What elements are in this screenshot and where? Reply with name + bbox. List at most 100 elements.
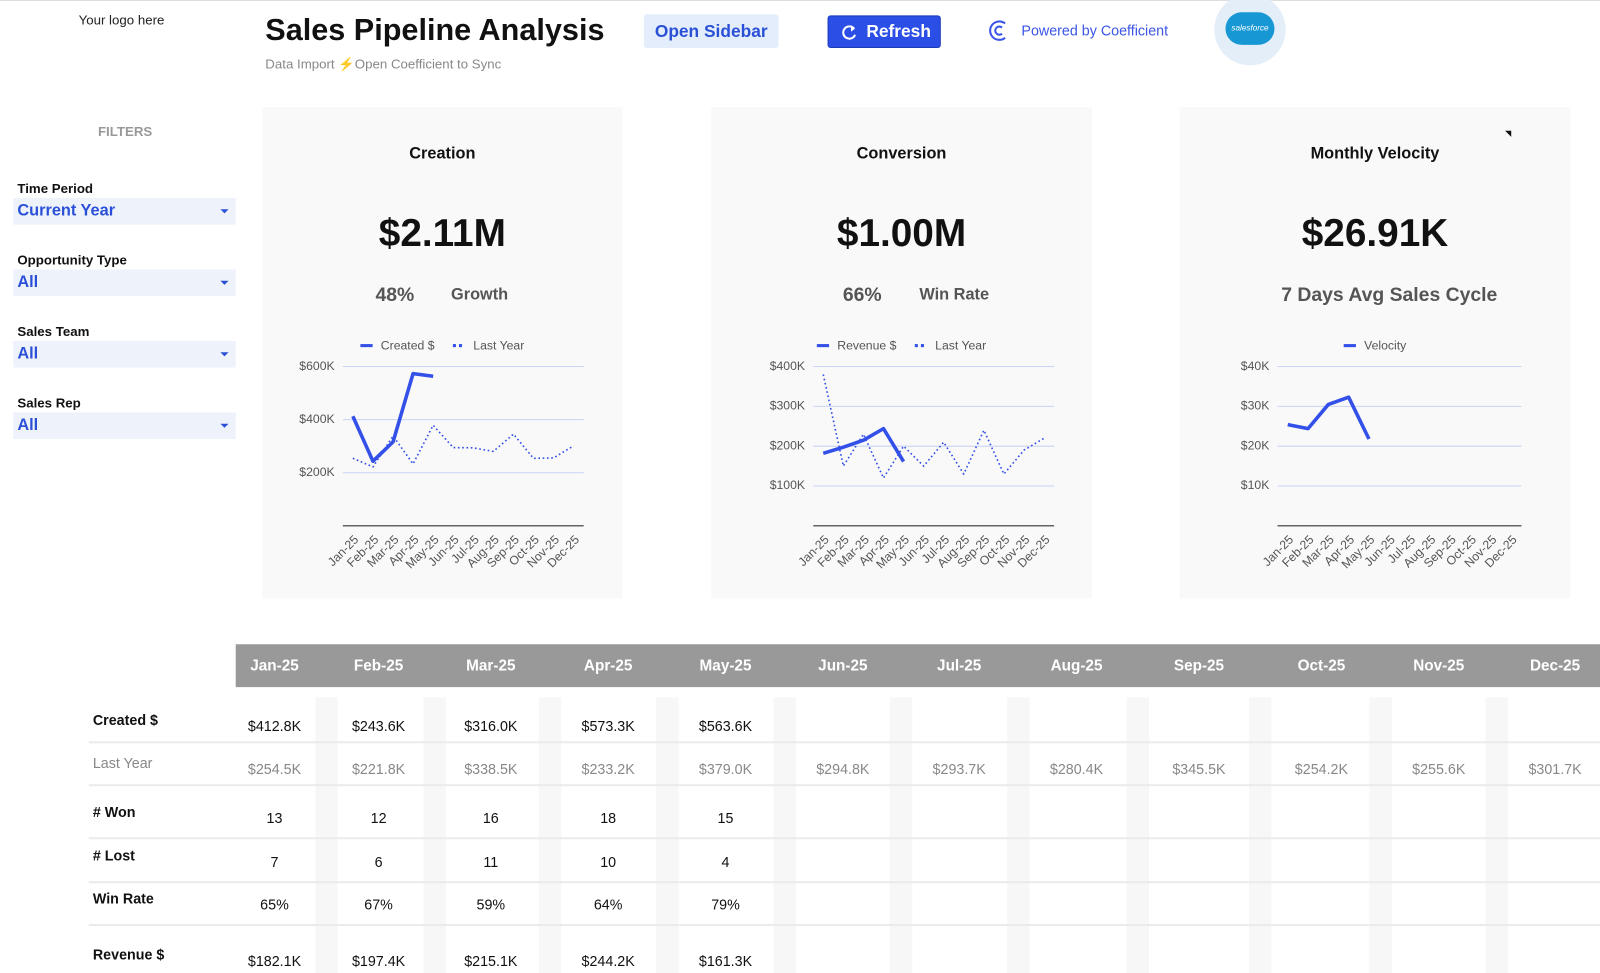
series-line — [351, 371, 434, 463]
column-separator — [423, 697, 446, 973]
row-label: Win Rate — [92, 890, 154, 907]
column-separator — [315, 697, 338, 973]
filter-dropdown[interactable]: Current Year — [13, 198, 236, 225]
filter-value: Current Year — [17, 202, 116, 220]
legend-swatch — [452, 344, 456, 348]
column-header: Aug-25 — [1050, 657, 1103, 675]
column-header: Jun-25 — [818, 657, 868, 675]
y-tick-label: $400K — [299, 412, 335, 426]
filter-label: Sales Team — [17, 323, 90, 339]
metric: 66% — [843, 284, 882, 306]
column-header: Apr-25 — [583, 657, 633, 675]
headline: $26.91K — [1302, 212, 1449, 255]
salesforce-badge: salesforce — [1214, 0, 1286, 66]
row-line — [88, 784, 1600, 787]
open-sidebar-button[interactable]: Open Sidebar — [643, 14, 779, 48]
row-line — [88, 881, 1600, 884]
chart-title: Conversion — [857, 144, 947, 162]
table-cell: $215.1K — [464, 952, 518, 969]
table-cell: 59% — [476, 896, 506, 913]
metric-label: Growth — [451, 285, 508, 303]
filter-dropdown[interactable]: All — [13, 269, 236, 297]
column-separator — [1368, 697, 1392, 973]
legend-label: Velocity — [1364, 338, 1407, 352]
corner-marker — [1505, 130, 1512, 137]
dropdown-caret — [220, 352, 229, 357]
chart-title: Monthly Velocity — [1311, 144, 1440, 162]
legend-item: Last Year — [452, 338, 524, 352]
chart-title: Creation — [409, 144, 475, 162]
table-cell: $254.2K — [1294, 760, 1349, 777]
legend: Created $ Last Year — [360, 338, 524, 352]
column-header: Mar-25 — [466, 657, 516, 675]
table-cell: 11 — [483, 853, 499, 870]
y-tick-label: $400K — [770, 359, 806, 373]
powered-by[interactable]: Powered by Coefficient — [1021, 22, 1169, 39]
table-cell: 64% — [593, 896, 623, 913]
column-separator — [1248, 697, 1272, 973]
series-line — [1287, 395, 1371, 440]
caret — [220, 209, 229, 214]
column-header: Dec-25 — [1529, 657, 1581, 675]
filter-dropdown[interactable]: All — [13, 341, 236, 368]
metric: 48% — [376, 284, 415, 306]
table-cell: 7 — [270, 853, 279, 870]
column-header: Jul-25 — [937, 657, 982, 675]
column-header: May-25 — [699, 657, 752, 675]
chart-card: Creation $2.11M 48% Growth Created $ Last Yea… — [262, 107, 623, 599]
table-cell: $563.6K — [698, 717, 753, 735]
filters-heading: FILTERS — [97, 123, 153, 139]
row-label: # Lost — [92, 847, 135, 864]
chart-card: Monthly Velocity $26.91K 7 Days Avg Sales … — [1179, 107, 1571, 599]
y-tick-label: $200K — [299, 465, 335, 479]
filter-label: Time Period — [17, 180, 94, 197]
y-tick-label: $20K — [1241, 438, 1270, 452]
legend-swatch — [360, 344, 373, 348]
table-cell: 15 — [717, 809, 734, 826]
legend-item: Revenue $ — [816, 338, 897, 352]
y-tick-label: $10K — [1241, 478, 1270, 492]
headline: $1.00M — [837, 212, 966, 255]
table-cell: $243.6K — [351, 717, 406, 735]
filter-value: All — [17, 416, 39, 434]
y-tick-label: $40K — [1241, 359, 1270, 373]
filter-value: All — [17, 345, 39, 363]
table-cell: $254.5K — [247, 760, 302, 777]
series-line — [352, 424, 575, 468]
table-cell: 10 — [600, 853, 617, 870]
row-label: # Won — [92, 803, 136, 820]
caret — [220, 352, 229, 357]
table-cell: 67% — [364, 896, 393, 913]
y-tick-label: $200K — [770, 438, 806, 452]
table-header — [235, 644, 1600, 688]
refresh-icon — [842, 25, 857, 40]
column-separator — [889, 697, 913, 973]
table-cell: 16 — [482, 809, 499, 826]
column-header: Nov-25 — [1413, 657, 1465, 675]
dropdown-caret — [220, 209, 229, 214]
legend: Revenue $ Last Year — [816, 338, 986, 352]
filter-dropdown[interactable]: All — [13, 412, 236, 440]
table-cell: $233.2K — [581, 760, 635, 777]
table-cell: $379.0K — [698, 760, 753, 777]
legend-item: Velocity — [1343, 338, 1407, 352]
table-cell: $197.4K — [351, 952, 406, 969]
y-tick-label: $30K — [1241, 399, 1270, 413]
column-header: Jan-25 — [250, 657, 299, 675]
legend-item: Created $ — [360, 338, 435, 352]
page-title: Sales Pipeline Analysis — [265, 13, 605, 47]
y-tick-label: $300K — [770, 399, 806, 413]
y-tick-label: $600K — [299, 359, 335, 373]
table-cell: 79% — [711, 896, 740, 913]
row-line — [88, 924, 1600, 927]
legend-item: Last Year — [914, 338, 986, 352]
table-cell: 13 — [266, 809, 283, 826]
refresh-button[interactable]: Refresh — [827, 15, 941, 48]
metric-label: Win Rate — [919, 285, 989, 303]
filter-label: Opportunity Type — [17, 252, 127, 268]
row-label: Revenue $ — [92, 946, 165, 963]
table-cell: $345.5K — [1172, 760, 1226, 777]
table-cell: $255.6K — [1412, 760, 1466, 777]
column-separator — [772, 697, 796, 973]
